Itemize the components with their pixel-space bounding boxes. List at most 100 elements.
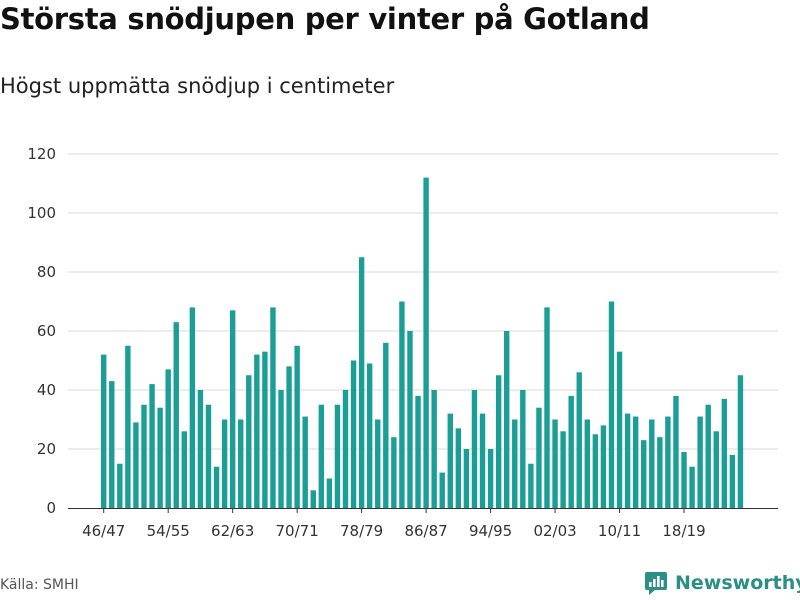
- x-tick-label: 94/95: [469, 522, 512, 540]
- bar: [350, 360, 357, 508]
- bar: [141, 404, 147, 508]
- chart-subtitle: Högst uppmätta snödjup i centimeter: [0, 74, 395, 98]
- bar: [302, 416, 308, 508]
- y-tick-label: 100: [27, 204, 56, 222]
- bar: [278, 390, 284, 508]
- x-tick-label: 46/47: [82, 522, 125, 540]
- bar: [423, 177, 429, 508]
- bar: [737, 375, 744, 508]
- bar: [310, 490, 316, 508]
- bar: [157, 407, 163, 508]
- bar: [641, 440, 647, 508]
- bar: [270, 307, 276, 508]
- bar: [560, 431, 566, 508]
- bar: [229, 310, 236, 508]
- bar: [447, 413, 453, 508]
- bar: [713, 431, 719, 508]
- x-axis: 46/47 54/55 62/63 70/71 78/79 86/87 94/95 02/03…: [68, 508, 778, 540]
- newsworthy-logo: Newsworthy: [644, 568, 800, 598]
- bar: [544, 307, 550, 508]
- bar: [463, 449, 470, 508]
- y-tick-label: 20: [37, 440, 56, 458]
- bar: [576, 372, 582, 508]
- chart-title: Största snödjupen per vinter på Gotland: [0, 2, 650, 36]
- bar: [721, 398, 728, 508]
- bar: [189, 307, 196, 508]
- bar: [657, 437, 663, 508]
- bar: [109, 381, 115, 508]
- bar: [133, 422, 139, 508]
- bar: [552, 419, 558, 508]
- bar: [197, 390, 204, 508]
- newsworthy-logo-text: Newsworthy: [675, 572, 800, 594]
- x-tick-label: 70/71: [276, 522, 319, 540]
- bar: [383, 342, 389, 508]
- bar: [391, 437, 397, 508]
- newsworthy-logo-icon: [645, 572, 667, 595]
- x-tick-label: 86/87: [404, 522, 447, 540]
- x-tick-label: 02/03: [533, 522, 576, 540]
- bar: [495, 375, 502, 508]
- bar: [584, 419, 590, 508]
- bar: [632, 416, 639, 508]
- bar: [117, 463, 123, 508]
- bar: [600, 425, 607, 508]
- x-tick-label: 78/79: [340, 522, 383, 540]
- bar: [375, 419, 381, 508]
- bar: [479, 413, 486, 508]
- y-tick-label: 40: [37, 381, 56, 399]
- bar: [592, 434, 599, 508]
- bar: [358, 257, 365, 508]
- bar: [294, 345, 300, 508]
- bar: [149, 384, 155, 508]
- bar: [342, 390, 349, 508]
- bar: [431, 390, 437, 508]
- bar: [504, 331, 510, 508]
- y-tick-label: 120: [27, 145, 56, 163]
- bar: [246, 375, 252, 508]
- bar: [439, 472, 445, 508]
- bar: [415, 395, 421, 508]
- bar: [689, 466, 695, 508]
- bar: [213, 466, 220, 508]
- bar: [471, 390, 478, 508]
- bar: [528, 463, 534, 508]
- x-tick-label: 54/55: [147, 522, 190, 540]
- bar: [520, 390, 526, 508]
- bar: [221, 419, 228, 508]
- bar: [334, 404, 341, 508]
- bar: [616, 351, 623, 508]
- bar: [254, 354, 260, 508]
- bar: [455, 428, 462, 508]
- bar: [729, 454, 736, 508]
- bar: [238, 419, 244, 508]
- bar: [673, 395, 679, 508]
- y-tick-label: 0: [46, 499, 56, 517]
- bar: [697, 416, 703, 508]
- y-axis: 0 20 40 60 80 100 120: [27, 145, 56, 517]
- bar: [326, 478, 333, 508]
- bar: [125, 345, 131, 508]
- bar: [318, 404, 325, 508]
- bar: [568, 395, 574, 508]
- bar: [399, 301, 405, 508]
- bar: [665, 416, 671, 508]
- bar: [101, 354, 107, 508]
- bar: [173, 322, 179, 508]
- bar: [181, 431, 187, 508]
- x-tick-label: 62/63: [211, 522, 254, 540]
- bar: [205, 404, 212, 508]
- bar: [624, 413, 631, 508]
- bar: [407, 331, 413, 508]
- bars: [101, 177, 744, 508]
- bar: [512, 419, 518, 508]
- x-tick-label: 18/19: [662, 522, 705, 540]
- bar: [487, 449, 494, 508]
- bar: [165, 369, 171, 508]
- y-tick-label: 80: [37, 263, 56, 281]
- source-credit: Källa: SMHI: [0, 577, 79, 593]
- x-tick-label: 10/11: [598, 522, 641, 540]
- bar: [649, 419, 655, 508]
- bar: [705, 404, 711, 508]
